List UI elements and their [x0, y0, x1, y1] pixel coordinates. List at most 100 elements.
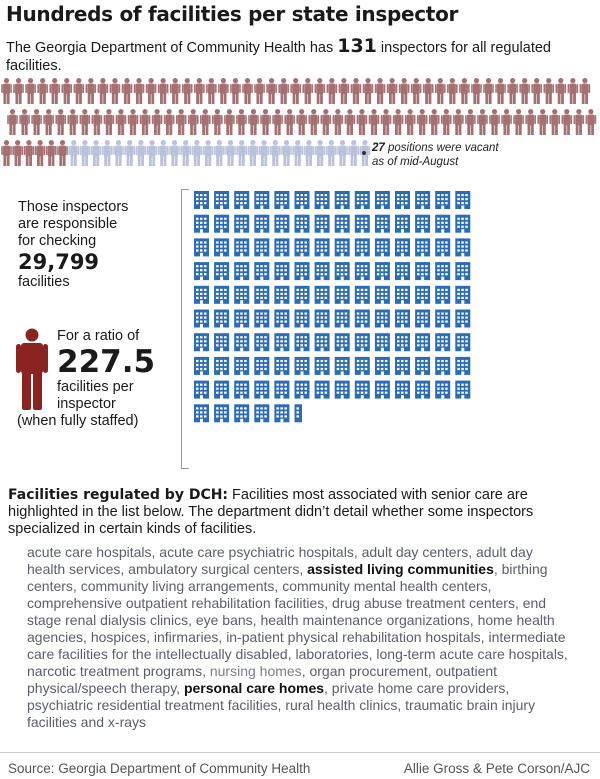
facility-icon: [214, 191, 230, 209]
vacant-inspector-icon: [292, 140, 303, 166]
filled-inspector-icon: [139, 109, 151, 135]
filled-inspector-icon: [422, 78, 434, 104]
vacant-inspector-icon: [303, 140, 315, 166]
facility-icon: [334, 214, 350, 233]
facility-icon: [274, 214, 290, 233]
filled-inspector-icon: [163, 109, 175, 135]
filled-inspector-icon: [115, 109, 127, 135]
ratio-note: (when fully staffed): [17, 413, 139, 429]
filled-inspector-icon: [344, 109, 356, 135]
filled-inspector-icon: [121, 78, 133, 104]
filled-inspector-icon: [308, 109, 320, 135]
facilities-line1: Those inspectors: [18, 199, 129, 215]
facility-icon: [354, 214, 370, 233]
facility-icon: [435, 214, 451, 233]
facility-icon: [435, 309, 451, 328]
facility-icon: [455, 380, 471, 399]
facility-icon: [374, 380, 390, 399]
intro-text: The Georgia Department of Community Heal…: [6, 37, 566, 75]
vacant-inspector-icon: [214, 140, 225, 166]
facility-icon: [254, 191, 270, 209]
filled-inspector-icon: [12, 140, 23, 166]
person-icon: [16, 328, 48, 410]
facility-icon: [455, 191, 471, 209]
vacant-inspector-icon: [202, 140, 214, 166]
filled-inspector-icon: [555, 78, 567, 104]
vacant-inspector-icon: [113, 140, 124, 166]
partial-facility-icon: [294, 404, 302, 423]
facility-icon: [455, 309, 471, 328]
intro-before: The Georgia Department of Community Heal…: [6, 40, 338, 56]
facility-icon: [354, 356, 370, 375]
vacant-inspector-icon: [270, 140, 281, 166]
facility-icon: [395, 214, 410, 233]
facility-icon: [314, 333, 330, 352]
facility-icon: [354, 309, 370, 328]
filled-inspector-icon: [447, 78, 458, 104]
facility-icon: [455, 262, 471, 281]
facility-icon-chart: [194, 191, 471, 423]
filled-inspector-icon: [175, 109, 187, 135]
facility-icon: [334, 262, 350, 281]
filled-inspector-icon: [579, 78, 591, 104]
facility-icon: [354, 191, 370, 209]
filled-inspector-icon: [200, 109, 211, 135]
filled-inspector-icon: [19, 109, 30, 135]
credit-note: Allie Gross & Pete Corson/AJC: [403, 761, 590, 776]
filled-inspector-icon: [573, 109, 585, 135]
facility-icon: [274, 380, 290, 399]
facility-list-segment: , private home care providers, psychiatr…: [27, 680, 536, 730]
filled-inspector-icon: [453, 109, 464, 135]
filled-inspector-icon: [187, 109, 199, 135]
filled-inspector-icon: [157, 78, 169, 104]
filled-inspector-icon: [543, 78, 555, 104]
intro-after: inspectors for all regulated facilities.: [6, 40, 551, 74]
ratio-summary: For a ratio of 227.5 facilities per insp…: [57, 328, 187, 413]
filled-inspector-icon: [254, 78, 265, 104]
ratio-line1: For a ratio of: [57, 328, 140, 344]
facility-icon: [294, 309, 310, 328]
filled-inspector-icon: [404, 109, 416, 135]
filled-inspector-icon: [332, 109, 344, 135]
filled-inspector-icon: [519, 78, 530, 104]
facility-icon: [294, 262, 310, 281]
facility-icon: [274, 238, 290, 257]
page-title: Hundreds of facilities per state inspect…: [6, 2, 459, 26]
facility-icon: [314, 191, 330, 209]
facility-icon: [374, 214, 390, 233]
filled-inspector-icon: [338, 78, 350, 104]
filled-inspector-icon: [55, 109, 66, 135]
filled-inspector-icon: [43, 109, 54, 135]
facility-icon: [294, 214, 310, 233]
filled-inspector-icon: [212, 109, 223, 135]
facility-icon: [194, 285, 209, 304]
filled-inspector-icon: [290, 78, 301, 104]
facility-icon: [435, 356, 451, 375]
facility-icon: [455, 214, 471, 233]
facility-icon: [415, 380, 431, 399]
inspector-count: 131: [337, 35, 377, 57]
filled-inspector-icon: [7, 109, 18, 135]
filled-inspector-icon: [31, 109, 42, 135]
filled-inspector-icon: [561, 109, 573, 135]
facility-icon: [214, 356, 230, 375]
facility-icon: [395, 285, 410, 304]
filled-inspector-icon: [483, 78, 494, 104]
facility-list: acute care hospitals, acute care psychia…: [27, 544, 572, 731]
facility-icon: [294, 285, 310, 304]
facility-icon: [334, 380, 350, 399]
filled-inspector-icon: [398, 78, 410, 104]
facility-list-highlight: assisted living communities: [307, 561, 494, 577]
filled-inspector-icon: [326, 78, 338, 104]
facility-icon: [354, 238, 370, 257]
vacant-inspector-icon: [102, 140, 113, 166]
filled-inspector-icon: [145, 78, 157, 104]
filled-inspector-icon: [109, 78, 121, 104]
facility-icon: [415, 191, 431, 209]
facility-icon: [214, 309, 230, 328]
vacant-inspector-icon: [135, 140, 147, 166]
filled-inspector-icon: [537, 109, 548, 135]
facility-icon: [334, 356, 350, 375]
facility-icon: [395, 380, 410, 399]
filled-inspector-icon: [206, 78, 217, 104]
